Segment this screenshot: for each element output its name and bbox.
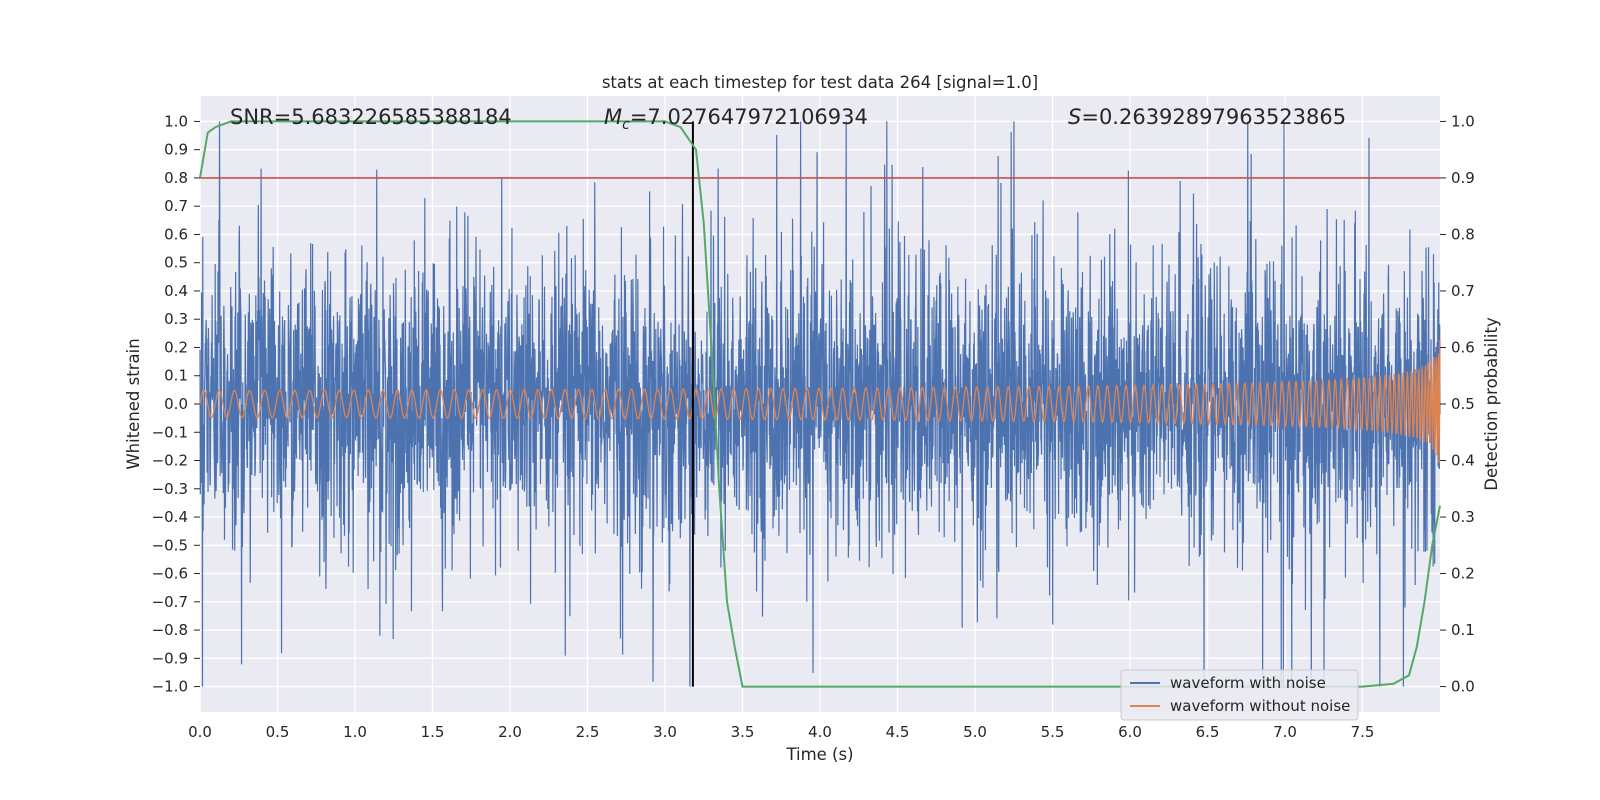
y-right-tick-label: 0.5	[1451, 395, 1475, 413]
y-right-tick-label: 0.7	[1451, 282, 1475, 300]
x-tick-label: 6.5	[1196, 723, 1220, 741]
x-tick-label: 7.0	[1273, 723, 1297, 741]
y-left-tick-label: 0.7	[164, 197, 188, 215]
y-left-tick-label: −0.6	[152, 565, 188, 583]
y-axis-left-label: Whitened strain	[124, 338, 143, 469]
overlays	[199, 120, 1441, 688]
y-left-tick-label: −0.1	[152, 423, 188, 441]
chirp-mass-value: =7.027647972106934	[630, 105, 868, 129]
chirp-mass-subscript: c	[622, 117, 630, 133]
y-left-tick-label: −0.8	[152, 621, 188, 639]
s-value: =0.26392897963523865	[1081, 105, 1346, 129]
legend: waveform with noise waveform without noi…	[1120, 669, 1359, 721]
x-axis-label: Time (s)	[785, 745, 853, 764]
detection-probability-line	[199, 120, 1441, 688]
x-tick-label: 5.0	[963, 723, 987, 741]
y-left-tick-label: 1.0	[164, 112, 188, 130]
series-waveform-with-noise	[199, 121, 1441, 687]
y-axis-right-label: Detection probability	[1482, 317, 1501, 491]
snr-annotation: SNR=5.683226585388184	[230, 105, 512, 129]
series-waveform-without-noise	[199, 339, 1441, 464]
y-left-tick-label: 0.6	[164, 225, 188, 243]
x-tick-label: 2.5	[576, 723, 600, 741]
y-right-tick-label: 0.3	[1451, 508, 1475, 526]
x-axis: 0.0 0.5 1.0 1.5 2.0 2.5 3.0 3.5 4.0 4.5 5.0 5.5 6.0 6…	[188, 723, 1374, 741]
y-axis-left: 1.0 0.9 0.8 0.7 0.6 0.5 0.4 0.3 0.2 0.1 0.0 −0.1 −0.…	[152, 112, 200, 696]
y-right-tick-label: 0.6	[1451, 338, 1475, 356]
y-left-tick-label: −0.9	[152, 649, 188, 667]
y-left-tick-label: −0.3	[152, 480, 188, 498]
y-axis-right: 1.0 0.9 0.8 0.7 0.6 0.5 0.4 0.3 0.2 0.1 0.0	[1440, 112, 1475, 696]
x-tick-label: 4.5	[886, 723, 910, 741]
s-annotation: S=0.26392897963523865	[1068, 105, 1346, 129]
clean-waveform-line	[199, 339, 1441, 464]
x-tick-label: 1.0	[343, 723, 367, 741]
x-tick-label: 2.0	[498, 723, 522, 741]
legend-label-clean: waveform without noise	[1170, 697, 1350, 715]
y-left-tick-label: 0.1	[164, 367, 188, 385]
x-tick-label: 1.5	[421, 723, 445, 741]
y-left-tick-label: −0.2	[152, 452, 188, 470]
x-tick-label: 6.0	[1118, 723, 1142, 741]
y-left-tick-label: 0.2	[164, 338, 188, 356]
y-left-tick-label: −0.7	[152, 593, 188, 611]
y-left-tick-label: 0.3	[164, 310, 188, 328]
y-left-tick-label: 0.9	[164, 141, 188, 159]
y-left-tick-label: −1.0	[152, 678, 188, 696]
y-left-tick-label: −0.5	[152, 536, 188, 554]
legend-label-noise: waveform with noise	[1170, 674, 1326, 692]
y-right-tick-label: 0.1	[1451, 621, 1475, 639]
x-tick-label: 3.0	[653, 723, 677, 741]
y-right-tick-label: 0.4	[1451, 452, 1475, 470]
y-left-tick-label: 0.4	[164, 282, 188, 300]
x-tick-label: 5.5	[1041, 723, 1065, 741]
x-tick-label: 4.0	[808, 723, 832, 741]
chart-title: stats at each timestep for test data 264…	[602, 73, 1038, 92]
y-right-tick-label: 1.0	[1451, 112, 1475, 130]
x-tick-label: 3.5	[731, 723, 755, 741]
y-right-tick-label: 0.0	[1451, 678, 1475, 696]
y-left-tick-label: 0.8	[164, 169, 188, 187]
noise-waveform-line	[199, 121, 1441, 687]
y-left-tick-label: 0.5	[164, 254, 188, 272]
chirp-mass-annotation: Mc=7.027647972106934	[604, 105, 868, 133]
chirp-mass-symbol: M	[604, 105, 622, 129]
y-right-tick-label: 0.9	[1451, 169, 1475, 187]
s-symbol: S	[1068, 105, 1081, 129]
x-tick-label: 7.5	[1351, 723, 1375, 741]
y-right-tick-label: 0.8	[1451, 225, 1475, 243]
y-right-tick-label: 0.2	[1451, 565, 1475, 583]
legend-box	[1120, 669, 1359, 721]
x-tick-label: 0.0	[188, 723, 212, 741]
y-left-tick-label: 0.0	[164, 395, 188, 413]
y-left-tick-label: −0.4	[152, 508, 188, 526]
x-tick-label: 0.5	[266, 723, 290, 741]
